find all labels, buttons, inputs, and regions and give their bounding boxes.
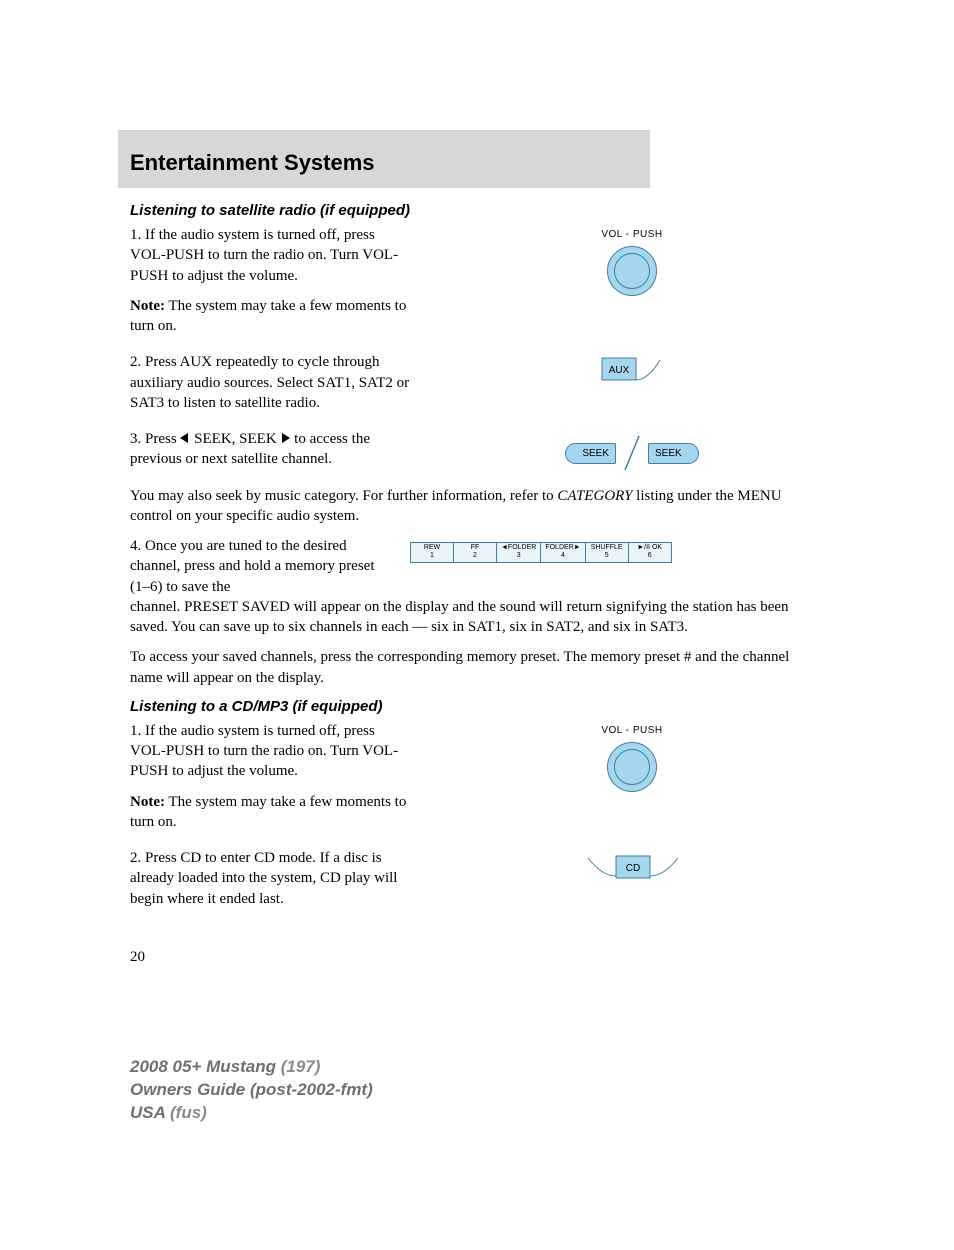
sat-block-3: 3. Press SEEK, SEEK to access the previo… (130, 429, 410, 480)
footer-line-3: USA (fus) (130, 1102, 824, 1125)
preset-cell: ►/II OK6 (628, 543, 671, 563)
cd-p2: 2. Press CD to enter CD mode. If a disc … (130, 848, 410, 909)
footer-line-2: Owners Guide (post-2002-fmt) (130, 1079, 824, 1102)
cd-block-1: 1. If the audio system is turned off, pr… (130, 721, 410, 842)
cd-p1: 1. If the audio system is turned off, pr… (130, 721, 410, 782)
seek-prev-button-icon: SEEK (565, 443, 616, 464)
svg-text:AUX: AUX (609, 365, 630, 376)
footer-line-1: 2008 05+ Mustang (197) (130, 1056, 824, 1079)
fig-vol-knob-1: VOL - PUSH (440, 225, 824, 296)
sat-note: Note: The system may take a few moments … (130, 296, 410, 337)
preset-cell: REW1 (411, 543, 454, 563)
sat-p4: You may also seek by music category. For… (130, 486, 824, 527)
volume-knob-icon-2 (607, 742, 657, 792)
preset-cell: FOLDER►4 (541, 543, 585, 563)
subheading-cd: Listening to a CD/MP3 (if equipped) (130, 698, 824, 715)
volume-knob-icon (607, 246, 657, 296)
sat-p3: 3. Press SEEK, SEEK to access the previo… (130, 429, 410, 470)
footer-meta: 2008 05+ Mustang (197) Owners Guide (pos… (130, 1056, 824, 1125)
cd-button-icon: CD (582, 852, 682, 886)
fig-aux-button: AUX (440, 352, 824, 390)
fig-seek-buttons: SEEK SEEK (440, 429, 824, 473)
vol-push-label: VOL - PUSH (601, 229, 662, 240)
sat-p5-cont: channel. PRESET SAVED will appear on the… (130, 597, 824, 638)
cd-note: Note: The system may take a few moments … (130, 792, 410, 833)
fig-cd-button: CD (440, 848, 824, 886)
sat-block-1: 1. If the audio system is turned off, pr… (130, 225, 410, 346)
seek-left-icon (180, 433, 188, 443)
preset-cell: SHUFFLE5 (585, 543, 628, 563)
preset-table: REW1FF2◄FOLDER3FOLDER►4SHUFFLE5►/II OK6 (410, 542, 672, 563)
sat-p1: 1. If the audio system is turned off, pr… (130, 225, 410, 286)
preset-cell: ◄FOLDER3 (497, 543, 541, 563)
aux-button-icon: AUX (592, 356, 672, 390)
vol-push-label-2: VOL - PUSH (601, 725, 662, 736)
section-header: Entertainment Systems (118, 130, 650, 188)
preset-cell: FF2 (454, 543, 497, 563)
page-number: 20 (130, 949, 824, 966)
sat-block-4: 4. Once you are tuned to the desired cha… (130, 536, 380, 597)
svg-text:CD: CD (626, 863, 640, 874)
page-title: Entertainment Systems (130, 150, 650, 176)
fig-vol-knob-2: VOL - PUSH (440, 721, 824, 792)
sat-p5: 4. Once you are tuned to the desired cha… (130, 536, 380, 597)
sat-p6: To access your saved channels, press the… (130, 647, 824, 688)
fig-preset-buttons: REW1FF2◄FOLDER3FOLDER►4SHUFFLE5►/II OK6 (410, 536, 824, 563)
slash-divider-icon (622, 433, 642, 473)
cd-block-2: 2. Press CD to enter CD mode. If a disc … (130, 848, 410, 919)
subheading-satellite: Listening to satellite radio (if equippe… (130, 202, 824, 219)
sat-block-2: 2. Press AUX repeatedly to cycle through… (130, 352, 410, 423)
sat-p2: 2. Press AUX repeatedly to cycle through… (130, 352, 410, 413)
seek-next-button-icon: SEEK (648, 443, 699, 464)
